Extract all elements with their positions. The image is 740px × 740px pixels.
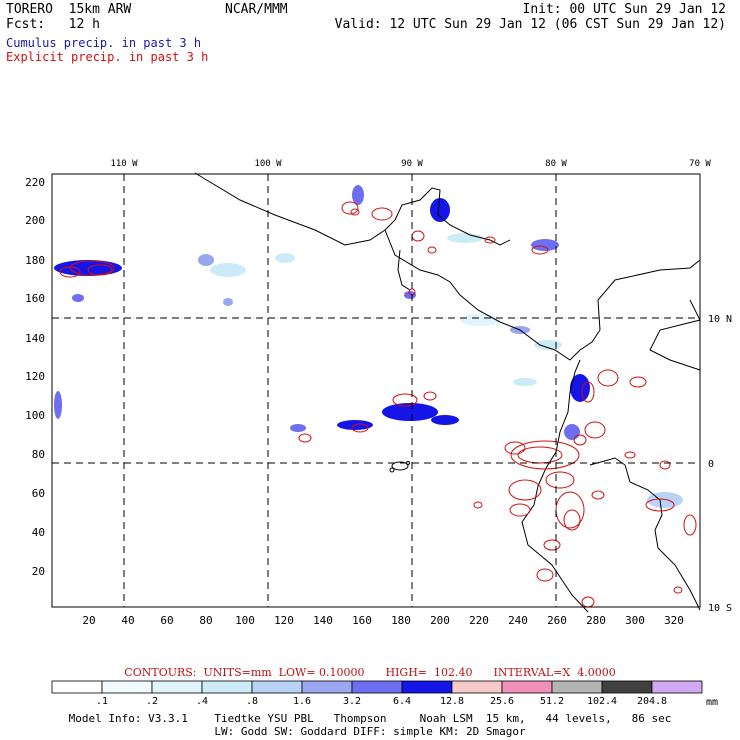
colorbar-swatch <box>51 680 103 694</box>
colorbar-label: .1 <box>96 696 108 707</box>
colorbar-label: 3.2 <box>343 696 361 707</box>
model-info-line1: Model Info: V3.3.1 Tiedtke YSU PBL Thomp… <box>68 712 672 725</box>
x-axis: 20 40 60 80 100 120 140 160 180 200 220 … <box>82 614 684 627</box>
contour-info: CONTOURS: UNITS=mm LOW= 0.10000 HIGH= 10… <box>124 666 616 679</box>
model-title: TORERO 15km ARW <box>6 2 132 17</box>
cumulus-legend: Cumulus precip. in past 3 h <box>6 36 202 50</box>
x-tick-label: 120 <box>274 614 294 627</box>
colorbar-label: .8 <box>246 696 258 707</box>
colorbar-swatch <box>101 680 153 694</box>
x-tick-label: 40 <box>121 614 134 627</box>
lat-labels: 10 N 0 10 S <box>708 314 732 614</box>
y-tick-label: 80 <box>32 448 45 461</box>
x-tick-label: 140 <box>313 614 333 627</box>
model-info-line2: LW: Godd SW: Goddard DIFF: simple KM: 2D… <box>214 725 526 738</box>
colorbar-swatch <box>651 680 703 694</box>
colorbar-swatch <box>151 680 203 694</box>
colorbar-label: 1.6 <box>293 696 311 707</box>
y-tick-label: 220 <box>25 176 45 189</box>
x-tick-label: 320 <box>664 614 684 627</box>
y-tick-label: 60 <box>32 487 45 500</box>
y-tick-label: 140 <box>25 332 45 345</box>
x-tick-label: 80 <box>199 614 212 627</box>
colorbar-swatch <box>601 680 653 694</box>
source-label: NCAR/MMM <box>225 2 288 17</box>
lon-label: 110 W <box>110 159 138 169</box>
colorbar-swatch <box>351 680 403 694</box>
init-time: Init: 00 UTC Sun 29 Jan 12 <box>522 2 727 17</box>
x-tick-label: 240 <box>508 614 528 627</box>
colorbar-label: 25.6 <box>490 696 514 707</box>
x-tick-label: 60 <box>160 614 173 627</box>
y-axis: 220 200 180 160 140 120 100 80 60 40 20 <box>25 176 45 578</box>
plot-frame <box>51 173 701 608</box>
y-tick-label: 40 <box>32 526 45 539</box>
x-tick-label: 300 <box>625 614 645 627</box>
colorbar-swatch <box>401 680 453 694</box>
y-tick-label: 100 <box>25 409 45 422</box>
valid-time: Valid: 12 UTC Sun 29 Jan 12 (06 CST Sun … <box>334 17 726 32</box>
x-tick-label: 180 <box>391 614 411 627</box>
x-tick-label: 100 <box>235 614 255 627</box>
x-tick-label: 280 <box>586 614 606 627</box>
x-tick-label: 20 <box>82 614 95 627</box>
forecast-hour: Fcst: 12 h <box>6 17 100 32</box>
coastline <box>194 172 701 613</box>
lon-label: 90 W <box>401 159 423 169</box>
lon-labels: 110 W 100 W 90 W 80 W 70 W <box>110 159 711 169</box>
colorbar: .1 .2 .4 .8 1.6 3.2 6.4 12.8 25.6 51.2 102.4 204.8 <box>51 680 703 707</box>
colorbar-label: 51.2 <box>540 696 564 707</box>
y-tick-label: 20 <box>32 565 45 578</box>
x-tick-label: 220 <box>469 614 489 627</box>
y-tick-label: 180 <box>25 254 45 267</box>
lat-label: 10 S <box>708 603 732 614</box>
lon-label: 100 W <box>254 159 282 169</box>
lon-label: 70 W <box>689 159 711 169</box>
colorbar-swatch <box>551 680 603 694</box>
colorbar-swatch <box>501 680 553 694</box>
y-tick-label: 120 <box>25 370 45 383</box>
colorbar-swatch <box>201 680 253 694</box>
colorbar-unit: mm <box>706 697 718 708</box>
x-tick-label: 160 <box>352 614 372 627</box>
colorbar-label: .2 <box>146 696 158 707</box>
colorbar-swatch <box>451 680 503 694</box>
colorbar-label: .4 <box>196 696 208 707</box>
lon-label: 80 W <box>545 159 567 169</box>
lat-label: 10 N <box>708 314 732 325</box>
y-tick-label: 200 <box>25 214 45 227</box>
x-tick-label: 200 <box>430 614 450 627</box>
lat-label: 0 <box>708 459 714 470</box>
cumulus-precip-shading <box>54 185 683 508</box>
colorbar-label: 204.8 <box>637 696 667 707</box>
x-tick-label: 260 <box>547 614 567 627</box>
colorbar-swatch <box>251 680 303 694</box>
colorbar-label: 12.8 <box>440 696 464 707</box>
y-tick-label: 160 <box>25 292 45 305</box>
explicit-legend: Explicit precip. in past 3 h <box>6 50 209 64</box>
colorbar-label: 6.4 <box>393 696 411 707</box>
colorbar-swatch <box>301 680 353 694</box>
explicit-precip-contours <box>59 201 697 608</box>
lat-lon-grid <box>52 174 700 607</box>
colorbar-label: 102.4 <box>587 696 617 707</box>
